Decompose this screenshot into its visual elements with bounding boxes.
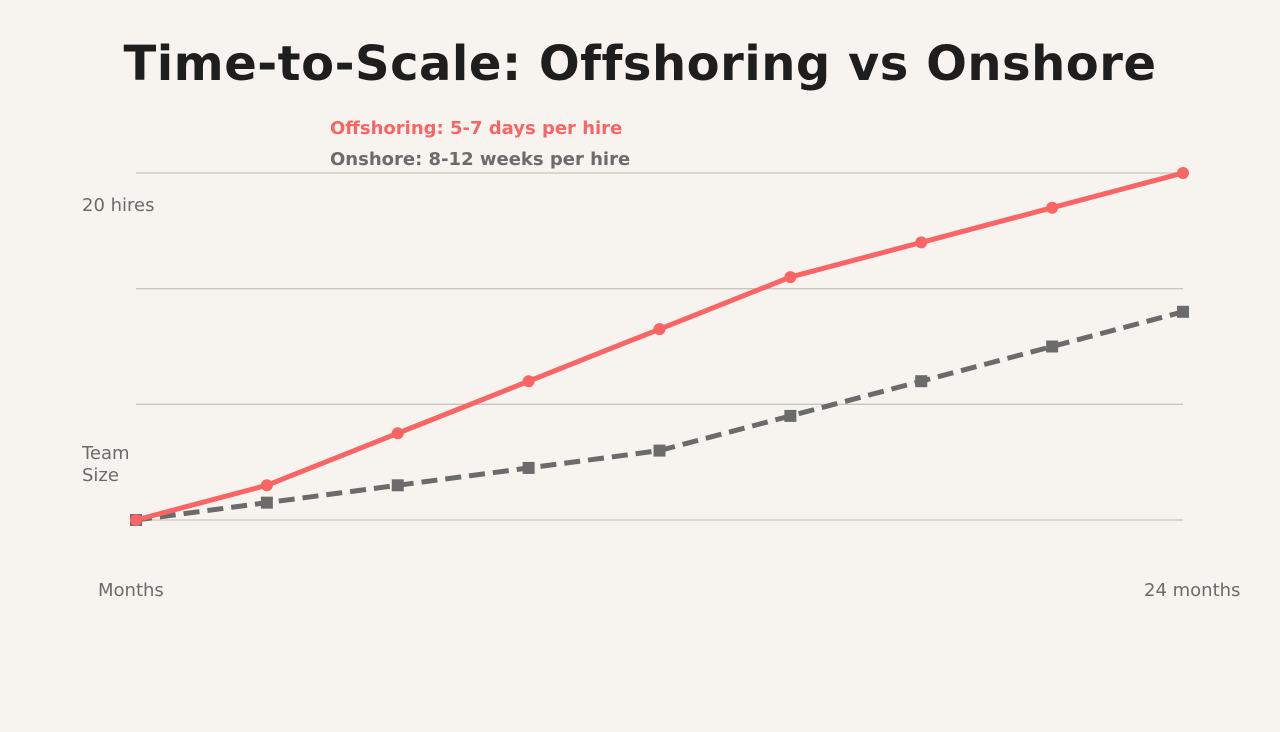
- data-point: [1046, 201, 1059, 214]
- data-point: [260, 479, 273, 492]
- series-line: [135, 170, 1184, 523]
- data-point: [915, 236, 928, 249]
- data-point: [1046, 340, 1059, 353]
- data-point: [130, 514, 142, 526]
- data-point: [1177, 167, 1189, 179]
- data-point: [260, 496, 273, 509]
- data-point: [653, 444, 666, 457]
- x-tick-end-label: 24 months: [1144, 580, 1241, 601]
- legend-onshore: Onshore: 8-12 weeks per hire: [330, 149, 631, 170]
- data-point: [784, 409, 797, 422]
- series-onshore: [130, 305, 1189, 526]
- data-point: [1177, 305, 1189, 318]
- data-point: [522, 461, 535, 474]
- data-point: [391, 427, 404, 440]
- series-line: [135, 309, 1184, 523]
- chart-title: Time-to-Scale: Offshoring vs Onshore: [123, 36, 1157, 92]
- y-tick-top-label: 20 hires: [82, 195, 155, 216]
- series-offshoring: [130, 167, 1189, 526]
- gridlines: [136, 172, 1183, 521]
- x-axis-label: Months: [98, 580, 164, 601]
- data-point: [653, 323, 666, 336]
- data-point: [522, 375, 535, 388]
- y-axis-label: Team Size: [82, 443, 130, 486]
- data-point: [915, 375, 928, 388]
- data-point: [784, 271, 797, 284]
- data-point: [391, 479, 404, 492]
- legend-offshoring: Offshoring: 5-7 days per hire: [330, 118, 623, 139]
